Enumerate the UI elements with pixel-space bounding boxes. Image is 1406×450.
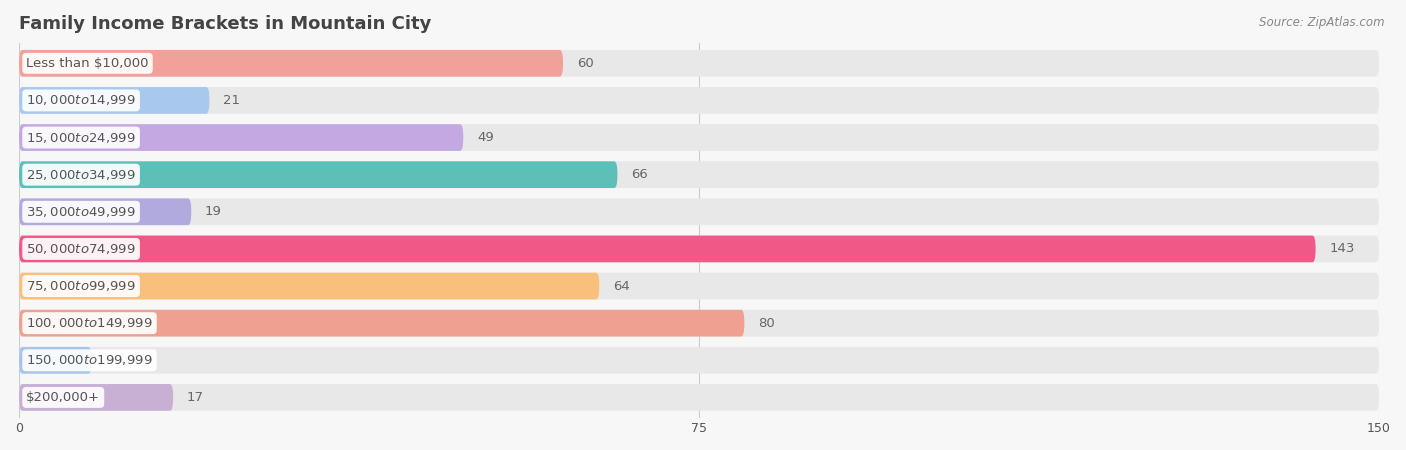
FancyBboxPatch shape: [20, 161, 617, 188]
Text: 19: 19: [205, 205, 222, 218]
Text: 49: 49: [477, 131, 494, 144]
Text: 80: 80: [758, 317, 775, 330]
FancyBboxPatch shape: [20, 310, 1379, 337]
Text: $15,000 to $24,999: $15,000 to $24,999: [27, 130, 136, 144]
FancyBboxPatch shape: [20, 347, 1379, 373]
Text: 8: 8: [105, 354, 114, 367]
Text: 66: 66: [631, 168, 648, 181]
FancyBboxPatch shape: [20, 87, 1379, 114]
FancyBboxPatch shape: [20, 50, 562, 76]
FancyBboxPatch shape: [20, 384, 1379, 411]
Text: 21: 21: [224, 94, 240, 107]
Text: $10,000 to $14,999: $10,000 to $14,999: [27, 94, 136, 108]
Text: $150,000 to $199,999: $150,000 to $199,999: [27, 353, 153, 367]
Text: 64: 64: [613, 279, 630, 292]
FancyBboxPatch shape: [20, 124, 1379, 151]
Text: 60: 60: [576, 57, 593, 70]
Text: 17: 17: [187, 391, 204, 404]
FancyBboxPatch shape: [20, 235, 1379, 262]
Text: $25,000 to $34,999: $25,000 to $34,999: [27, 168, 136, 182]
FancyBboxPatch shape: [20, 161, 1379, 188]
Text: $75,000 to $99,999: $75,000 to $99,999: [27, 279, 136, 293]
FancyBboxPatch shape: [20, 124, 464, 151]
FancyBboxPatch shape: [20, 50, 1379, 76]
Text: $35,000 to $49,999: $35,000 to $49,999: [27, 205, 136, 219]
FancyBboxPatch shape: [20, 235, 1316, 262]
FancyBboxPatch shape: [20, 384, 173, 411]
FancyBboxPatch shape: [20, 198, 1379, 225]
Text: Less than $10,000: Less than $10,000: [27, 57, 149, 70]
FancyBboxPatch shape: [20, 273, 599, 299]
Text: $100,000 to $149,999: $100,000 to $149,999: [27, 316, 153, 330]
FancyBboxPatch shape: [20, 273, 1379, 299]
FancyBboxPatch shape: [20, 198, 191, 225]
Text: 143: 143: [1329, 243, 1354, 256]
Text: $200,000+: $200,000+: [27, 391, 100, 404]
Text: $50,000 to $74,999: $50,000 to $74,999: [27, 242, 136, 256]
FancyBboxPatch shape: [20, 87, 209, 114]
Text: Family Income Brackets in Mountain City: Family Income Brackets in Mountain City: [20, 15, 432, 33]
Text: Source: ZipAtlas.com: Source: ZipAtlas.com: [1260, 16, 1385, 29]
FancyBboxPatch shape: [20, 310, 744, 337]
FancyBboxPatch shape: [20, 347, 91, 373]
